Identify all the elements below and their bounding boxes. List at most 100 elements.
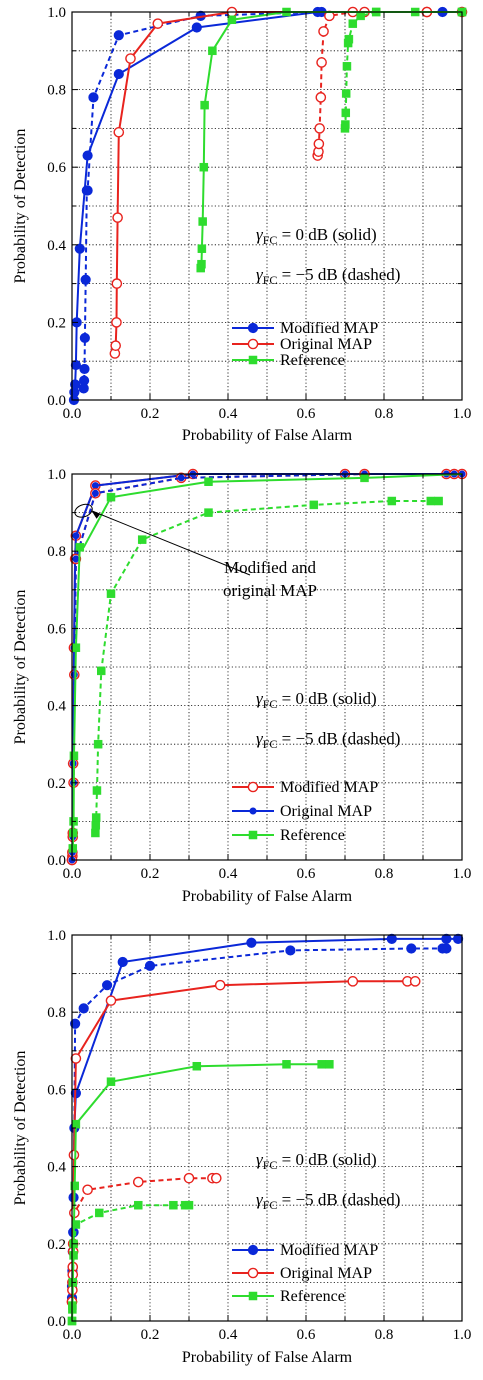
data-point (204, 477, 213, 486)
x-tick-label: 0.8 (375, 1327, 394, 1343)
series-line-reference-solid (71, 473, 463, 849)
legend-marker (247, 1244, 259, 1256)
y-tick-label: 0.2 (47, 1237, 66, 1253)
data-point (341, 89, 351, 98)
gamma-symbol: γ (256, 225, 264, 244)
y-tick-label: 0.0 (47, 1314, 66, 1330)
gamma-subscript: FC (263, 1158, 278, 1172)
data-point (106, 589, 116, 598)
y-tick-label: 0.0 (47, 853, 66, 869)
data-point (82, 150, 93, 161)
data-point (246, 937, 257, 948)
series-line-reference-dashed (344, 11, 462, 129)
data-point (70, 1181, 79, 1191)
condition-text: = 0 dB (solid) (277, 1150, 376, 1169)
data-point (434, 496, 443, 506)
data-point (79, 363, 90, 375)
legend-marker (249, 807, 257, 815)
data-point (406, 943, 417, 954)
x-tick-label: 0.0 (63, 406, 82, 422)
gamma-symbol: γ (256, 1190, 264, 1209)
y-tick-label: 0.6 (47, 1082, 66, 1098)
data-point (387, 496, 397, 506)
y-tick-label: 0.6 (47, 621, 66, 637)
x-axis-label: Probability of False Alarm (182, 1349, 353, 1366)
data-point (70, 1018, 81, 1029)
gamma-symbol: γ (256, 1150, 264, 1169)
data-point (314, 123, 325, 134)
data-point (315, 92, 327, 103)
x-tick-label: 0.8 (375, 866, 394, 882)
gamma-subscript: FC (263, 233, 278, 247)
data-point (91, 821, 101, 830)
condition-note: γFC = 0 dB (solid) (256, 225, 377, 247)
x-axis-label: Probability of False Alarm (182, 427, 353, 444)
data-point (342, 62, 352, 71)
chart-panel-1: 0.0 0.2 0.4 0.6 0.8 1.0 0.0 0.2 0.4 0.6 0.8 1.0 Prob… (12, 5, 471, 444)
x-tick-label: 0.6 (297, 866, 316, 882)
data-point (71, 643, 81, 652)
data-point (70, 359, 82, 371)
data-point (111, 278, 123, 289)
data-point (92, 786, 102, 795)
annotation-text: original MAP (223, 581, 317, 600)
series-line-modified-map-dashed (82, 11, 462, 389)
condition-note: γFC = −5 dB (dashed) (256, 265, 400, 287)
data-point (214, 979, 226, 991)
data-point (79, 332, 90, 344)
data-point (70, 379, 81, 390)
data-point (68, 828, 78, 838)
y-tick-label: 0.2 (47, 315, 66, 331)
data-point (91, 482, 99, 490)
data-point (88, 92, 99, 103)
data-point (347, 976, 359, 987)
data-point (316, 57, 327, 68)
condition-note: γFC = 0 dB (solid) (256, 689, 377, 711)
condition-text: = −5 dB (dashed) (277, 1190, 400, 1209)
x-tick-label: 1.0 (453, 866, 472, 882)
data-point (102, 980, 113, 991)
data-point (426, 496, 436, 506)
y-axis-label: Probability of Detection (12, 1051, 29, 1206)
data-point (113, 126, 125, 138)
annotation-text: Modified and (224, 558, 317, 577)
y-axis-label: Probability of Detection (12, 129, 29, 284)
data-point (70, 1053, 82, 1064)
condition-note: γFC = −5 dB (dashed) (256, 729, 400, 751)
data-point (197, 244, 207, 253)
data-point (74, 243, 85, 254)
legend-label: Original MAP (280, 803, 372, 820)
y-tick-label: 0.4 (47, 1160, 66, 1176)
legend-label: Modified MAP (280, 779, 378, 796)
legend-label: Modified MAP (280, 320, 378, 337)
data-point (317, 1060, 326, 1069)
legend-label: Reference (280, 352, 345, 369)
series-line-modified-map-solid (73, 11, 462, 401)
data-point (356, 11, 365, 21)
data-point (285, 945, 296, 956)
legend-marker (248, 355, 258, 365)
data-point (344, 34, 354, 44)
x-tick-label: 0.4 (219, 866, 238, 882)
data-point (68, 1149, 80, 1161)
data-point (106, 492, 116, 502)
data-point (210, 1172, 222, 1184)
data-point (69, 1251, 78, 1260)
chart-panel-2: 0.0 0.2 0.4 0.6 0.8 1.0 0.0 0.2 0.4 0.6 0.8 1.0 Prob… (12, 467, 471, 905)
x-tick-label: 0.6 (297, 406, 316, 422)
data-point (208, 46, 217, 56)
data-point (82, 185, 93, 196)
legend-label: Modified MAP (280, 1242, 378, 1259)
data-point (360, 473, 369, 483)
data-point (409, 976, 421, 987)
series-line-reference-dashed (71, 1204, 189, 1322)
data-point (348, 19, 358, 28)
legend-label: Reference (280, 827, 345, 844)
data-point (80, 274, 91, 285)
data-point (441, 933, 452, 944)
y-axis-label: Probability of Detection (12, 590, 29, 745)
y-tick-label: 0.2 (47, 776, 66, 792)
series-line-original-map-dashed (316, 11, 427, 156)
x-tick-label: 0.2 (141, 1327, 160, 1343)
